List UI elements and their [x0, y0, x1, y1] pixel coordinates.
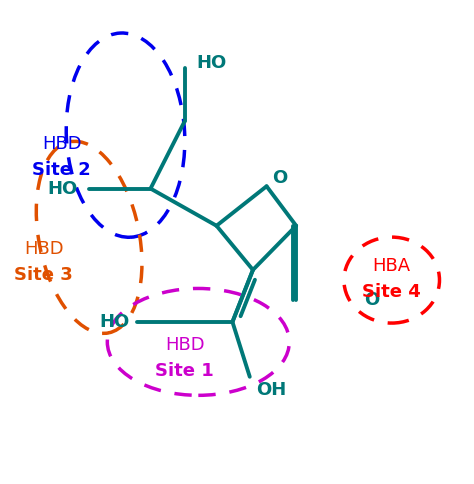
Text: O: O — [365, 291, 380, 309]
Text: HO: HO — [196, 54, 226, 72]
Text: Site 1: Site 1 — [155, 362, 214, 380]
Text: O: O — [272, 169, 287, 187]
Text: HBD: HBD — [42, 136, 82, 153]
Text: OH: OH — [256, 381, 287, 399]
Text: Site 2: Site 2 — [32, 161, 91, 179]
Text: HO: HO — [100, 313, 130, 331]
Text: HBD: HBD — [165, 336, 204, 354]
Text: HBA: HBA — [373, 257, 411, 275]
Text: Site 4: Site 4 — [362, 283, 421, 301]
Text: HO: HO — [47, 180, 78, 197]
Text: HBD: HBD — [24, 240, 64, 258]
Text: Site 3: Site 3 — [14, 266, 73, 284]
